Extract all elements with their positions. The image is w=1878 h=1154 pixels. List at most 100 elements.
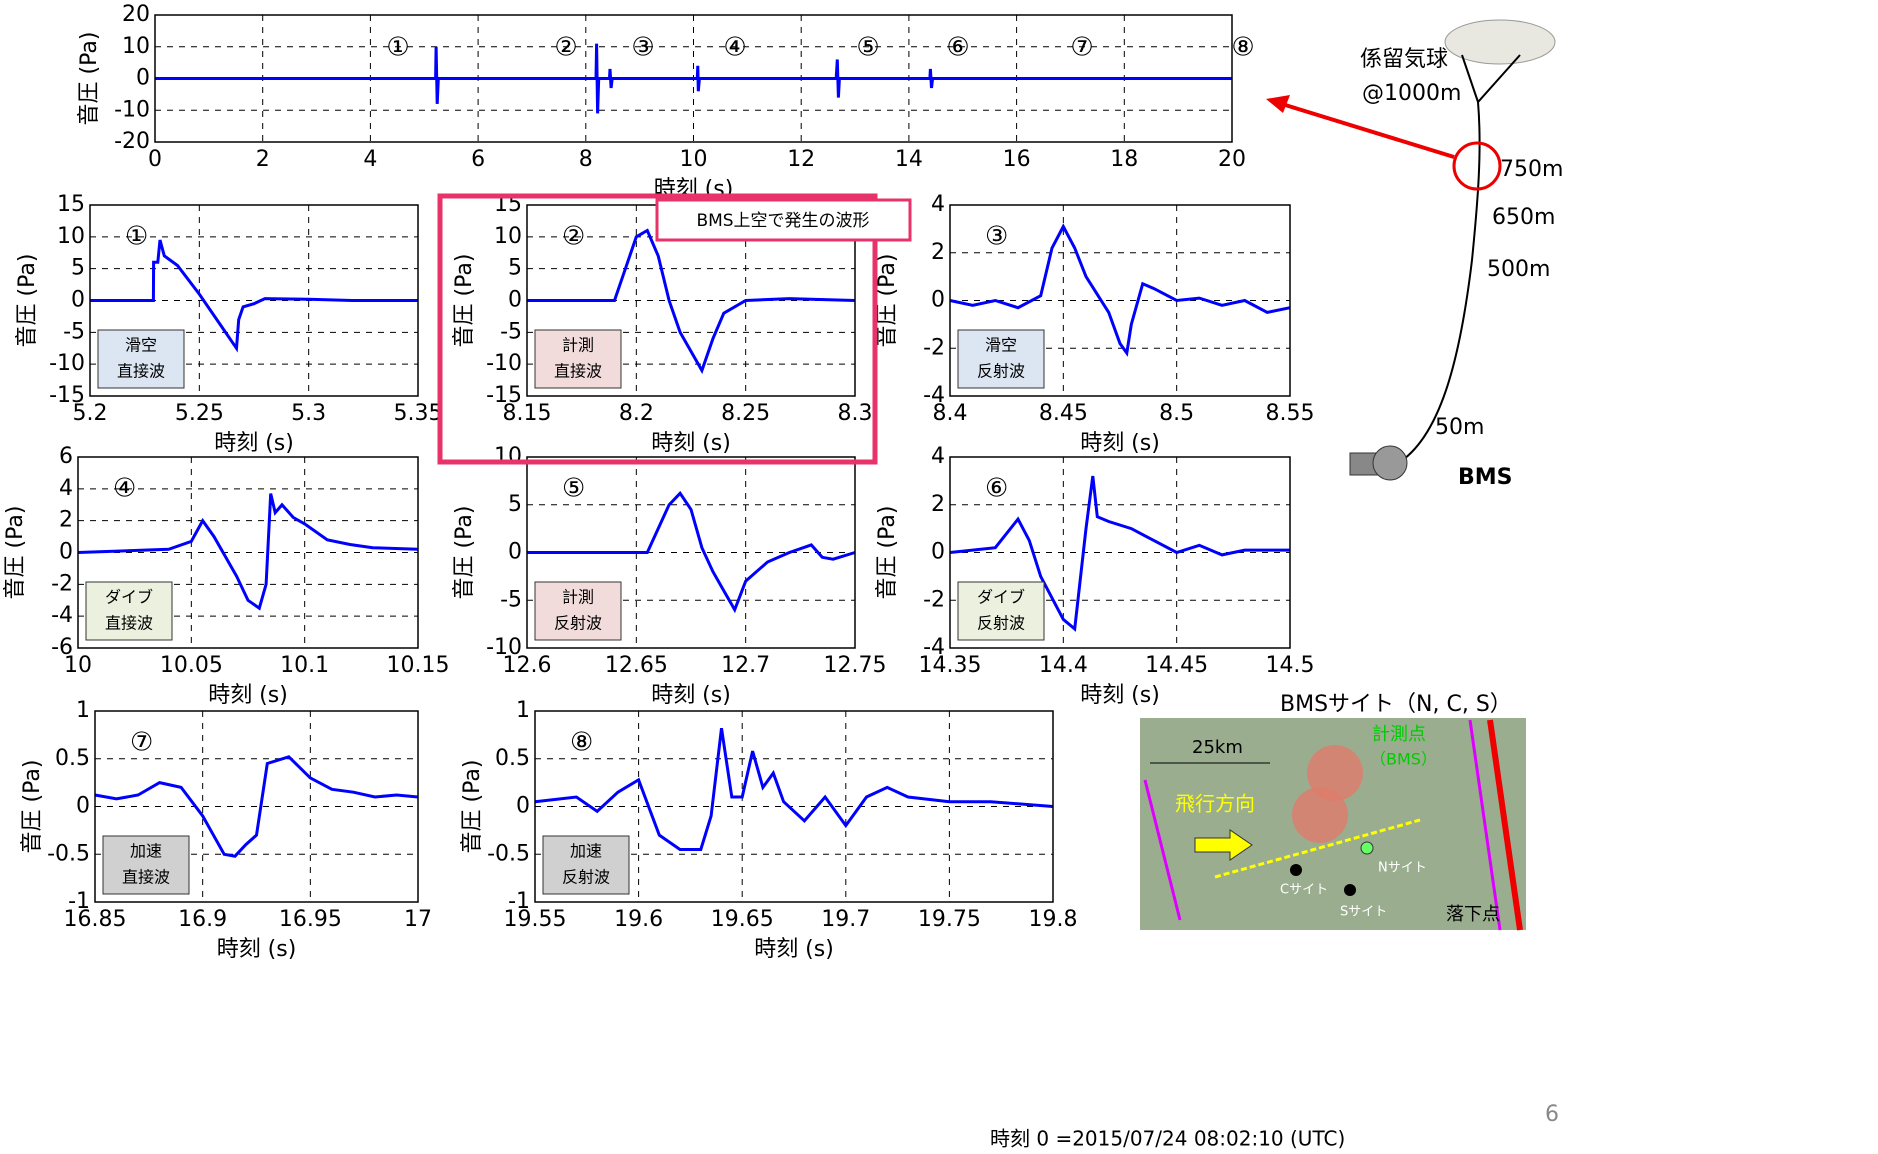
plot-frame — [94, 710, 419, 903]
panel-label: ⑤ — [562, 474, 585, 504]
type-label: 反射波 — [554, 614, 602, 633]
x-tick-label: 12.7 — [721, 653, 770, 678]
panel-label: ② — [562, 222, 585, 252]
type-box — [542, 835, 630, 895]
y-tick-label: 0 — [931, 288, 945, 313]
area — [1292, 787, 1348, 843]
x-tick-label: 8.25 — [721, 401, 770, 426]
x-tick-label: 14.5 — [1266, 653, 1315, 678]
panel-label: ④ — [113, 474, 136, 504]
x-tick-label: 12.6 — [503, 653, 552, 678]
y-tick-label: -4 — [923, 635, 945, 660]
map-scale: 25km — [1192, 737, 1243, 758]
y-tick-label: 10 — [494, 444, 522, 469]
direction-arrow — [1194, 829, 1253, 861]
x-tick-label: 19.75 — [918, 907, 981, 932]
map-site: Sサイト — [1340, 905, 1387, 920]
highlight-label: BMS上空で発生の波形 — [696, 211, 869, 231]
map-direction: 飛行方向 — [1175, 792, 1255, 816]
y-tick-label: 0 — [136, 66, 150, 91]
y-tick-label: -10 — [49, 351, 85, 376]
x-tick-label: 5.25 — [175, 401, 224, 426]
x-tick-label: 8.15 — [503, 401, 552, 426]
x-tick-label: 10.05 — [160, 653, 223, 678]
y-tick-label: 20 — [122, 2, 150, 27]
x-tick-label: 19.8 — [1029, 907, 1078, 932]
y-tick-label: -6 — [51, 635, 73, 660]
y-axis-label: 音圧 (Pa) — [875, 506, 900, 600]
y-axis-label: 音圧 (Pa) — [460, 760, 485, 854]
type-label: 計測 — [562, 336, 594, 355]
waveform — [534, 727, 1054, 851]
height-label: 750m — [1500, 157, 1563, 182]
station-label: BMS — [1458, 465, 1513, 490]
panel-label: ① — [125, 222, 148, 252]
x-tick-label: 14 — [895, 147, 923, 172]
x-axis-label: 時刻 (s) — [208, 683, 288, 708]
y-axis-label: 音圧 (Pa) — [3, 506, 28, 600]
y-tick-label: -1 — [68, 889, 90, 914]
y-tick-label: 2 — [931, 492, 945, 517]
y-tick-label: -15 — [49, 383, 85, 408]
x-tick-label: 8 — [579, 147, 593, 172]
x-axis-label: 時刻 (s) — [217, 937, 297, 962]
type-label: 計測 — [562, 588, 594, 607]
x-tick-label: 12.65 — [605, 653, 668, 678]
y-tick-label: 4 — [59, 476, 73, 501]
x-tick-label: 18 — [1110, 147, 1138, 172]
footer: 時刻 0 =2015/07/24 08:02:10 (UTC) — [990, 1127, 1345, 1151]
type-label: 加速 — [130, 842, 162, 861]
x-tick-label: 0 — [148, 147, 162, 172]
x-tick-label: 14.35 — [919, 653, 982, 678]
x-tick-label: 12.75 — [824, 653, 887, 678]
y-tick-label: 0 — [516, 794, 530, 819]
sensor-head — [1372, 445, 1408, 481]
y-tick-label: 0 — [931, 540, 945, 565]
y-tick-label: 6 — [59, 444, 73, 469]
waveform — [94, 755, 419, 858]
y-tick-label: -20 — [114, 129, 150, 154]
type-label: 滑空 — [125, 336, 157, 355]
y-tick-label: 5 — [508, 492, 522, 517]
map-title: BMSサイト（N, C, S） — [1280, 692, 1512, 717]
x-tick-label: 16.95 — [279, 907, 342, 932]
balloon-label: 係留気球 — [1360, 47, 1448, 72]
y-tick-label: -2 — [51, 571, 73, 596]
x-tick-label: 19.6 — [614, 907, 663, 932]
x-tick-label: 5.3 — [291, 401, 326, 426]
map-point-sub: （BMS） — [1370, 750, 1437, 769]
x-tick-label: 8.5 — [1159, 401, 1194, 426]
y-tick-label: 0.5 — [55, 746, 90, 771]
y-tick-label: -15 — [486, 383, 522, 408]
x-tick-label: 2 — [256, 147, 270, 172]
x-axis-label: 時刻 (s) — [214, 431, 294, 456]
y-tick-label: 4 — [931, 192, 945, 217]
type-label: 反射波 — [977, 614, 1025, 633]
y-tick-label: 5 — [71, 256, 85, 281]
map-impact: 落下点 — [1446, 904, 1500, 925]
height-label: 50m — [1435, 415, 1484, 440]
arrow-head — [1266, 95, 1290, 113]
type-label: 直接波 — [122, 868, 170, 887]
type-label: 直接波 — [554, 362, 602, 381]
event-label: ④ — [723, 33, 746, 63]
highlight-box — [437, 193, 878, 465]
chart: 14.35 14.4 14.45 14.5 -4 -2 0 2 4 時刻 (s) 音圧 (Pa) ⑥ ダ… — [875, 444, 1314, 708]
y-tick-label: -10 — [486, 635, 522, 660]
type-box — [957, 581, 1045, 641]
n-site — [1360, 841, 1374, 855]
y-tick-label: -4 — [923, 383, 945, 408]
event-label: ⑥ — [946, 33, 969, 63]
plot-frame — [526, 456, 856, 649]
x-axis-label: 時刻 (s) — [651, 431, 731, 456]
height-label: 500m — [1487, 257, 1550, 282]
y-tick-label: 2 — [59, 508, 73, 533]
chart: 5.2 5.25 5.3 5.35 -15 -10 -5 0 5 10 15 時刻 (s) 音圧 (Pa… — [15, 192, 442, 456]
x-axis-label: 時刻 (s) — [1080, 431, 1160, 456]
y-tick-label: -10 — [114, 97, 150, 122]
tether — [1394, 54, 1521, 466]
balloon-diagram: 係留気球 @1000m 750m 650m 500m 50m BMS — [1266, 19, 1563, 490]
